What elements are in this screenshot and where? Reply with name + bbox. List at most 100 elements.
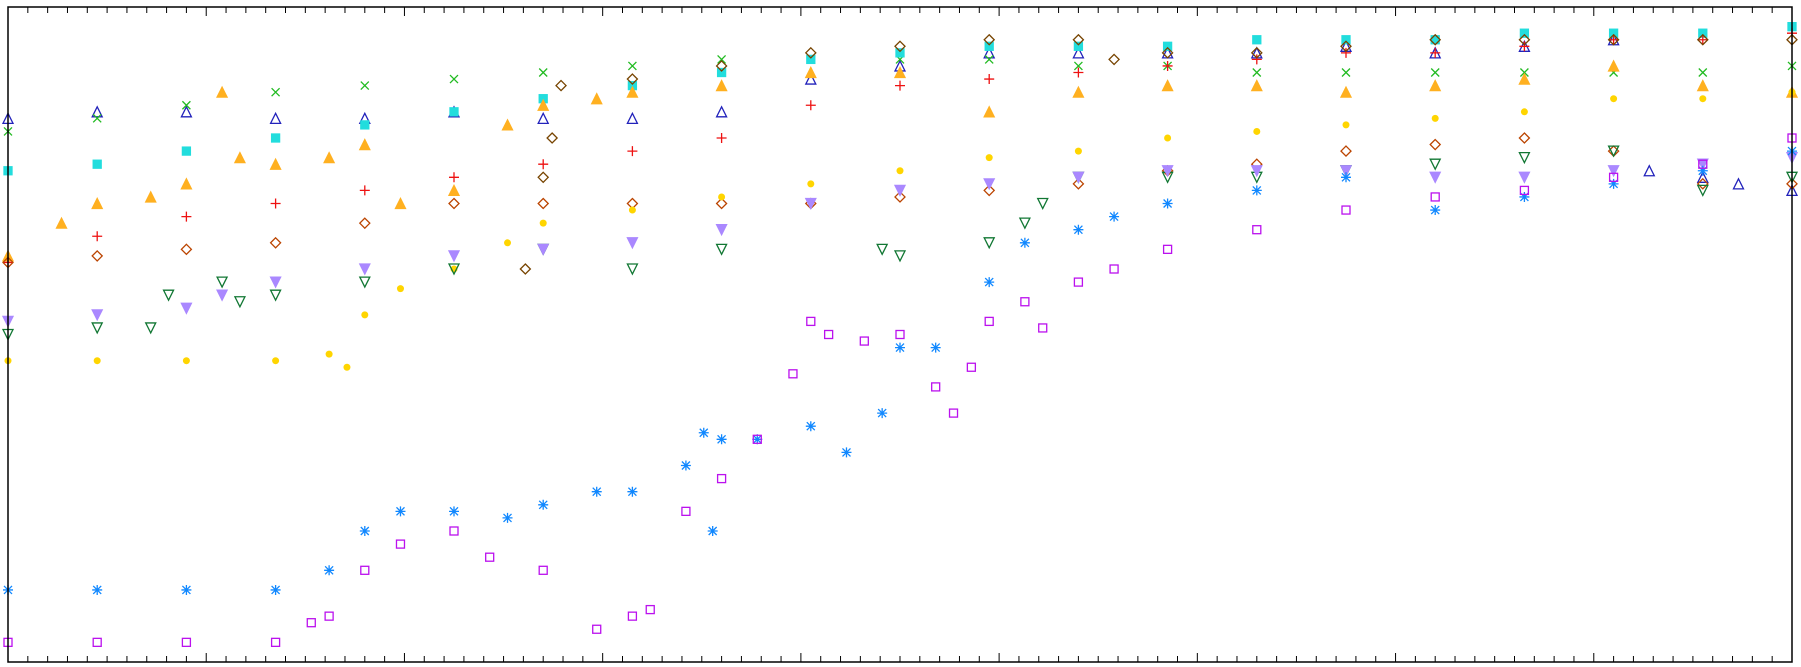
series-3 <box>3 21 1797 176</box>
data-point <box>930 342 941 353</box>
data-point <box>1072 85 1085 98</box>
data-point <box>895 329 905 340</box>
data-point <box>91 322 104 335</box>
data-point <box>233 151 246 164</box>
data-point <box>1019 237 1030 248</box>
data-point <box>92 584 103 595</box>
data-point <box>180 105 193 118</box>
data-point <box>1341 47 1351 58</box>
data-point <box>1036 197 1049 210</box>
data-point <box>269 289 282 302</box>
data-point <box>1430 35 1440 45</box>
data-point <box>1698 159 1708 169</box>
data-point <box>1341 35 1351 45</box>
data-point <box>180 302 193 315</box>
data-point <box>806 54 816 65</box>
data-point <box>539 219 547 227</box>
data-point <box>627 611 638 621</box>
data-point <box>805 100 816 111</box>
data-point <box>1430 192 1440 202</box>
data-point <box>447 250 461 263</box>
data-point <box>1072 177 1085 190</box>
data-point <box>1643 164 1656 177</box>
data-point <box>984 41 994 51</box>
data-point <box>1250 79 1263 92</box>
data-point <box>1340 145 1352 158</box>
data-point <box>1519 191 1530 202</box>
data-point <box>358 217 371 230</box>
data-point <box>181 100 191 110</box>
data-point <box>948 408 959 418</box>
data-point <box>1429 158 1442 171</box>
data-point <box>1252 68 1262 77</box>
data-point <box>272 357 280 365</box>
data-point <box>1252 35 1262 45</box>
data-point <box>91 197 104 210</box>
data-point <box>1162 41 1173 51</box>
data-point <box>360 81 370 91</box>
data-point <box>1608 34 1619 45</box>
data-point <box>1607 145 1620 158</box>
data-point <box>1696 184 1709 197</box>
data-point <box>806 316 816 327</box>
data-point <box>1696 170 1709 183</box>
data-point <box>715 60 728 72</box>
data-point <box>645 604 655 615</box>
data-point <box>627 146 638 157</box>
data-point <box>1253 127 1261 135</box>
data-point <box>1108 53 1120 66</box>
data-point <box>92 113 102 123</box>
data-point <box>1162 198 1173 209</box>
data-point <box>1018 217 1031 230</box>
data-point <box>804 72 817 85</box>
data-point <box>984 316 994 327</box>
data-point <box>1250 165 1263 178</box>
data-point <box>216 85 229 98</box>
data-point <box>1696 79 1709 92</box>
data-point <box>1610 95 1618 103</box>
data-point <box>358 276 371 289</box>
data-point <box>983 237 996 250</box>
data-point <box>538 499 549 510</box>
data-point <box>324 611 334 621</box>
data-point <box>216 276 229 289</box>
data-point <box>395 539 406 549</box>
data-point <box>93 357 101 365</box>
series-layer <box>1 21 1799 647</box>
data-point <box>984 54 994 64</box>
data-point <box>1732 177 1745 190</box>
data-point <box>893 250 907 263</box>
data-point <box>984 277 995 288</box>
data-point <box>271 87 281 97</box>
data-point <box>360 565 370 575</box>
data-point <box>715 197 728 210</box>
data-point <box>1251 54 1262 65</box>
data-point <box>519 263 532 275</box>
data-point <box>233 296 246 309</box>
data-point <box>1162 244 1173 255</box>
data-point <box>269 111 282 124</box>
data-point <box>538 565 548 575</box>
data-point <box>893 66 907 79</box>
data-point <box>1608 178 1619 189</box>
data-point <box>1250 46 1263 59</box>
data-point <box>361 311 369 319</box>
data-point <box>91 249 104 262</box>
data-point <box>715 243 728 256</box>
data-point <box>92 231 103 242</box>
data-point <box>985 154 993 162</box>
data-point <box>394 197 407 210</box>
data-point <box>269 236 282 249</box>
data-point <box>1020 297 1030 307</box>
data-point <box>91 309 104 322</box>
data-point <box>1518 33 1531 46</box>
data-point <box>1252 225 1262 235</box>
data-point <box>1162 60 1173 71</box>
data-point <box>92 637 102 647</box>
data-point <box>626 73 639 85</box>
data-point <box>1073 277 1084 287</box>
data-point <box>626 85 639 98</box>
data-point <box>894 191 906 203</box>
data-point <box>1519 68 1529 77</box>
